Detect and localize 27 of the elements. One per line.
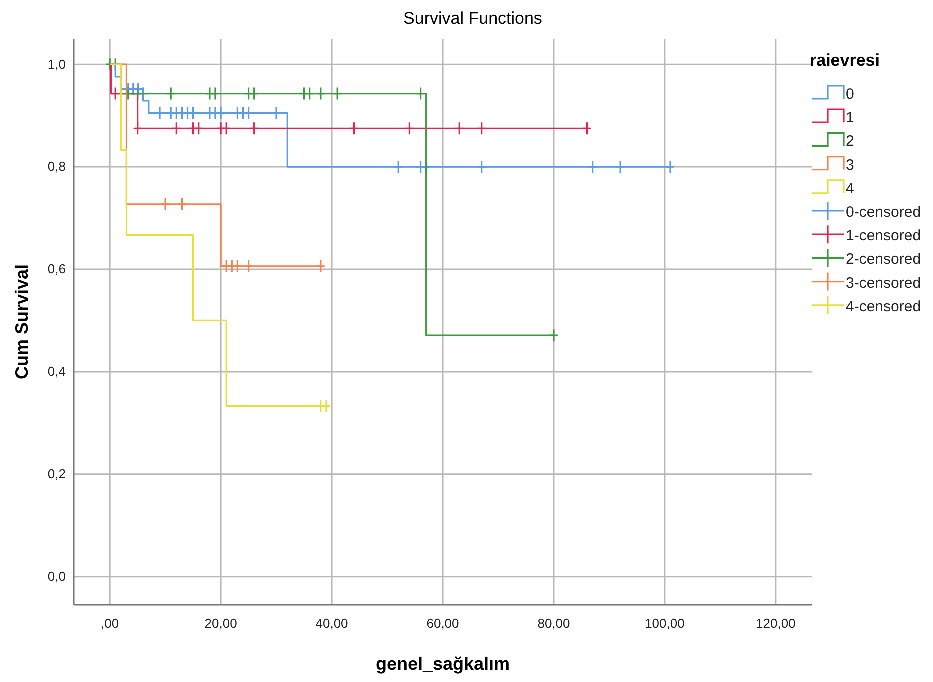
- legend-title: raievresi: [810, 51, 880, 70]
- y-tick-label: 1,0: [48, 56, 66, 72]
- chart-title: Survival Functions: [404, 9, 542, 28]
- y-axis-title: Cum Survival: [12, 264, 32, 380]
- y-tick-label: 0,6: [48, 262, 66, 277]
- y-tick-label: 0,2: [48, 466, 66, 482]
- x-axis-title: genel_sağkalım: [376, 654, 510, 674]
- legend-label: 1-censored: [846, 228, 922, 245]
- y-tick-label: 0,0: [48, 568, 66, 584]
- legend-label: 2: [846, 133, 854, 150]
- x-tick-label: ,00: [101, 616, 120, 632]
- legend-label: 3: [846, 156, 854, 174]
- legend-label: 4-censored: [846, 298, 922, 316]
- legend-label: 1: [846, 110, 854, 127]
- x-tick-label: 40,00: [316, 616, 348, 632]
- legend-label: 0-censored: [846, 204, 922, 221]
- legend-label: 2-censored: [846, 251, 922, 268]
- x-tick-label: 80,00: [538, 616, 570, 632]
- legend-label: 0: [846, 86, 854, 103]
- x-tick-label: 120,00: [756, 616, 796, 632]
- y-tick-label: 0,8: [48, 159, 66, 174]
- legend-label: 3-censored: [846, 274, 922, 292]
- x-tick-label: 100,00: [645, 616, 685, 632]
- x-tick-label: 20,00: [204, 616, 238, 632]
- y-tick-label: 0,4: [48, 364, 66, 380]
- x-tick-label: 60,00: [426, 616, 460, 632]
- legend-label: 4: [846, 180, 854, 198]
